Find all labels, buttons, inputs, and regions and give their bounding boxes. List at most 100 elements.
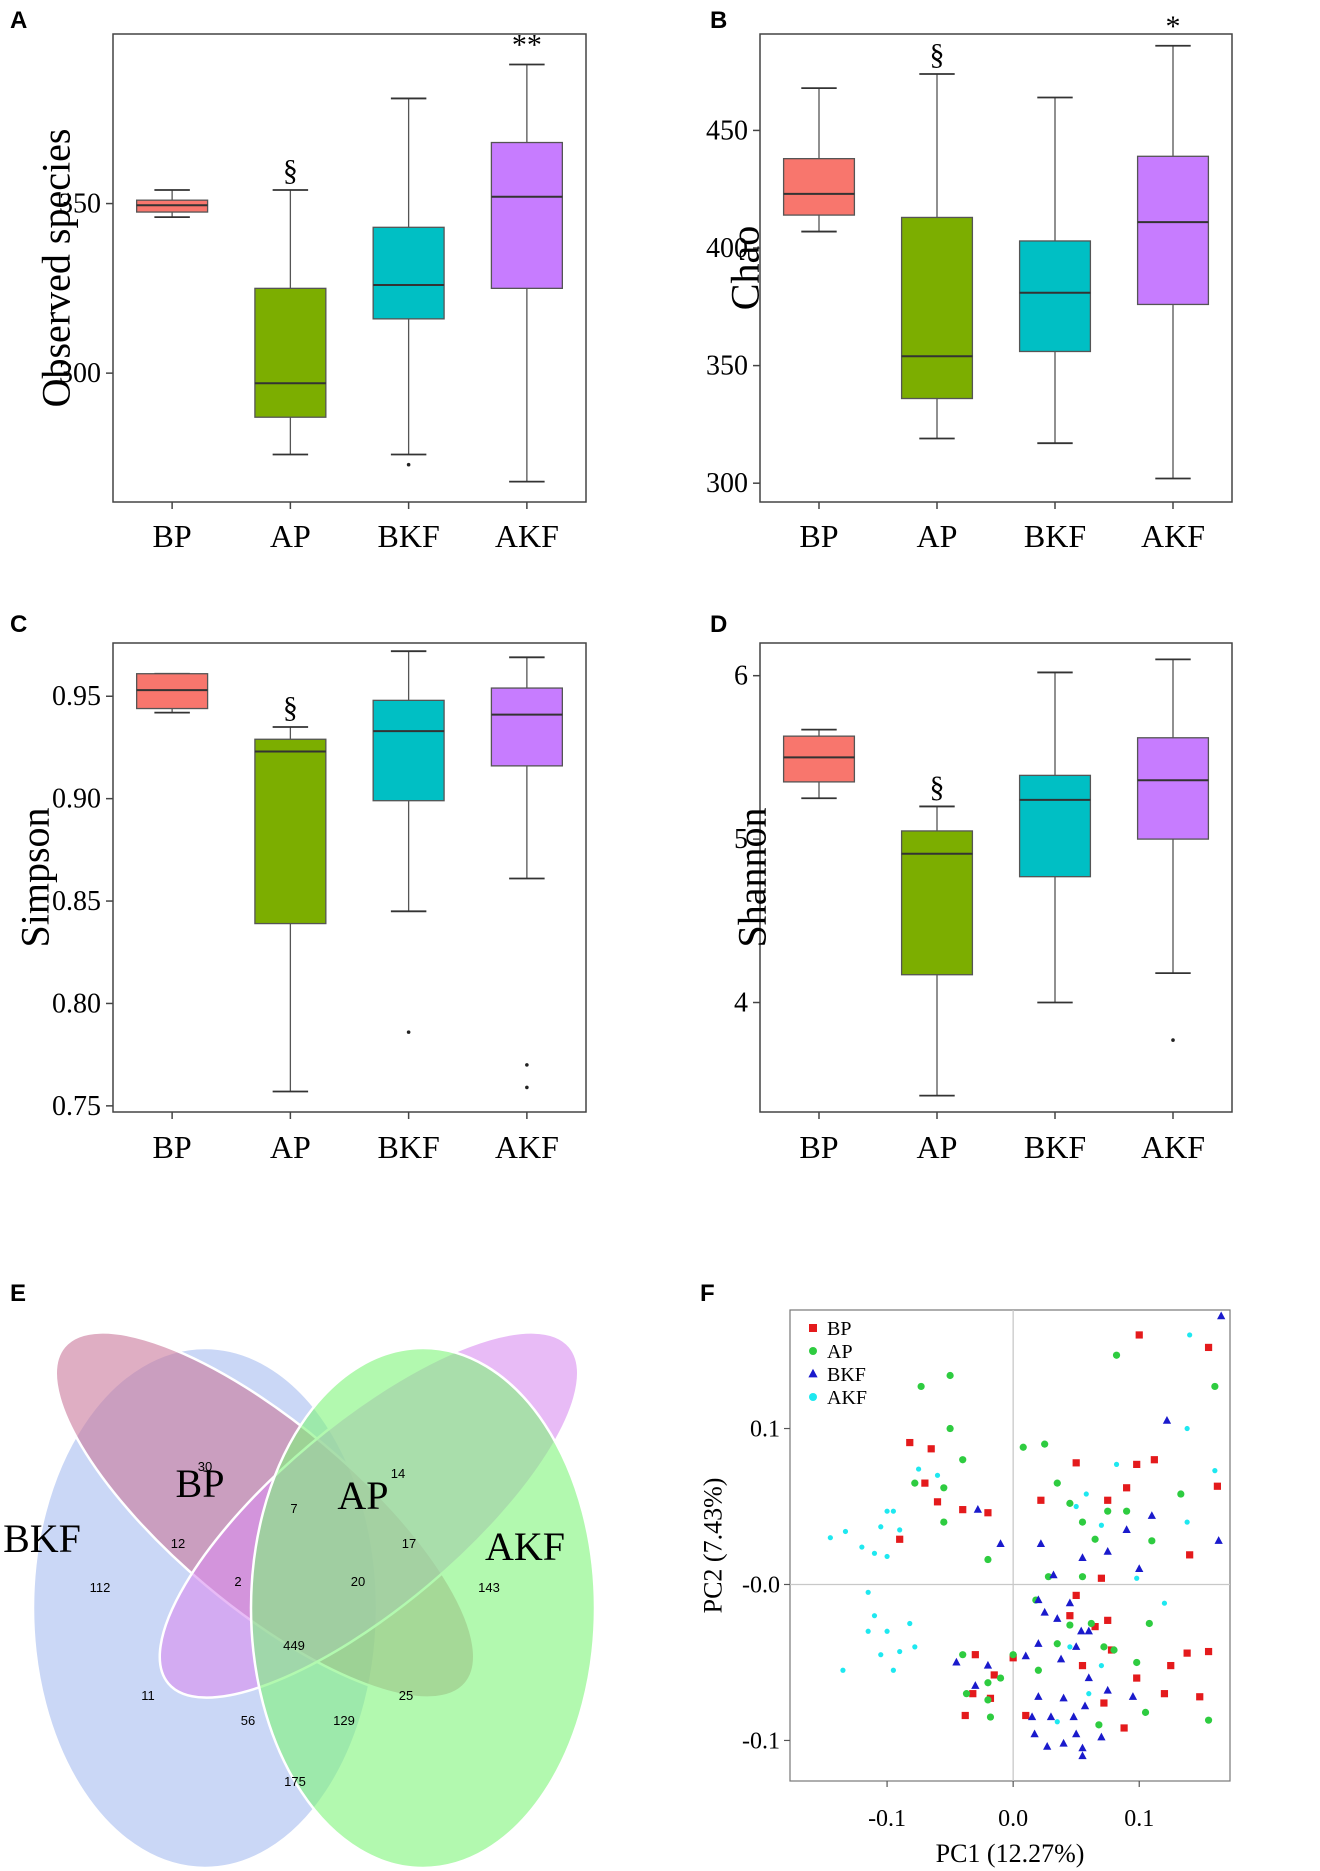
data-point [1098, 1522, 1105, 1528]
y-tick-label: 0.90 [52, 784, 101, 815]
data-point [1135, 1564, 1144, 1572]
x-tick-label: AP [917, 1129, 958, 1165]
data-point [1021, 1651, 1030, 1660]
y-tick-label: 5 [734, 824, 748, 855]
data-point [1135, 1331, 1143, 1339]
venn-set-akf [249, 1346, 597, 1870]
significance-mark: ** [512, 29, 542, 62]
significance-mark: § [283, 691, 298, 724]
data-point [917, 1382, 925, 1391]
data-point [1186, 1551, 1194, 1559]
venn-set-label: BKF [3, 1516, 81, 1561]
panel-letter: B [710, 7, 727, 34]
box-body [900, 216, 974, 400]
data-point [1091, 1622, 1099, 1631]
data-point [1211, 1382, 1219, 1391]
data-point [1100, 1643, 1108, 1651]
data-point [907, 1620, 913, 1627]
data-point [865, 1628, 871, 1634]
box-bp [135, 672, 209, 714]
outlier-point [406, 1030, 411, 1034]
data-point [1177, 1490, 1185, 1498]
box-akf [1136, 44, 1210, 480]
venn-region-count: 2 [234, 1574, 241, 1589]
data-point [1098, 1662, 1105, 1669]
plot-frame [112, 33, 587, 503]
data-point [1141, 1708, 1150, 1716]
data-point [996, 1674, 1005, 1682]
data-point [1059, 1738, 1068, 1747]
box-akf [490, 656, 563, 880]
panel-c: C 0.75 0.80 0.85 0.90 0.95 Simpson BP AP BKF AKF § [10, 611, 587, 1165]
data-point [983, 1660, 993, 1669]
venn-region-count: 112 [90, 1580, 111, 1595]
box-body [254, 738, 327, 925]
box-bkf [1018, 671, 1092, 1004]
data-point [1214, 1536, 1223, 1544]
data-point [1078, 1518, 1087, 1526]
x-tick-label: AP [270, 518, 311, 554]
data-point [912, 1644, 918, 1650]
box-body [782, 735, 856, 783]
data-point [1104, 1496, 1112, 1504]
data-point [969, 1690, 977, 1698]
data-point [1133, 1674, 1141, 1682]
data-point [1049, 1570, 1058, 1579]
x-tick-label: AKF [1141, 1129, 1205, 1165]
venn-region-count: 175 [284, 1774, 306, 1789]
data-point [1036, 1539, 1046, 1548]
y-tick-label: 0.75 [52, 1091, 101, 1122]
data-point [940, 1484, 948, 1492]
data-point [984, 1509, 992, 1517]
y-tick-label: 300 [706, 468, 748, 499]
data-point [1097, 1574, 1106, 1582]
box-ap [254, 726, 327, 1093]
y-tick-label: 350 [706, 351, 748, 382]
box-ap [900, 805, 974, 1097]
x-tick-label: -0.1 [868, 1806, 906, 1832]
data-point [878, 1652, 884, 1658]
data-point [1160, 1690, 1169, 1698]
data-point [1078, 1553, 1087, 1562]
data-point [884, 1508, 890, 1514]
series-akf [827, 1332, 1218, 1725]
box-bkf [372, 97, 445, 456]
data-point [1134, 1575, 1140, 1581]
data-point [1084, 1673, 1093, 1682]
series-bp [896, 1331, 1221, 1732]
venn-region-count: 17 [402, 1536, 416, 1551]
venn-region-count: 11 [141, 1688, 155, 1703]
data-point [1034, 1666, 1042, 1674]
data-point [1204, 1343, 1213, 1352]
data-point [1147, 1511, 1156, 1519]
data-point [1072, 1459, 1080, 1467]
data-point [1034, 1595, 1043, 1604]
x-tick-label: AP [270, 1129, 311, 1165]
data-point [1100, 1699, 1108, 1707]
data-point [906, 1438, 914, 1447]
panel-letter: D [710, 611, 727, 638]
box-body [490, 141, 563, 289]
y-tick-label: 0.85 [52, 886, 101, 917]
data-point [921, 1479, 929, 1487]
data-point [1183, 1649, 1191, 1657]
data-point [984, 1679, 992, 1687]
data-point [878, 1524, 884, 1530]
data-point [1056, 1654, 1066, 1663]
data-point [1054, 1719, 1060, 1725]
data-point [959, 1506, 967, 1514]
data-point [1034, 1639, 1043, 1647]
data-point [1043, 1742, 1052, 1750]
significance-mark: § [283, 154, 298, 187]
data-point [808, 1368, 818, 1378]
data-point [971, 1681, 980, 1689]
panel-letter: F [700, 1280, 715, 1307]
box-body [372, 226, 445, 320]
data-point [1027, 1712, 1037, 1721]
box-body [900, 830, 974, 976]
data-point [1046, 1712, 1056, 1721]
data-point [959, 1651, 967, 1659]
box-bp [135, 189, 209, 219]
x-tick-label: BKF [378, 1129, 440, 1165]
